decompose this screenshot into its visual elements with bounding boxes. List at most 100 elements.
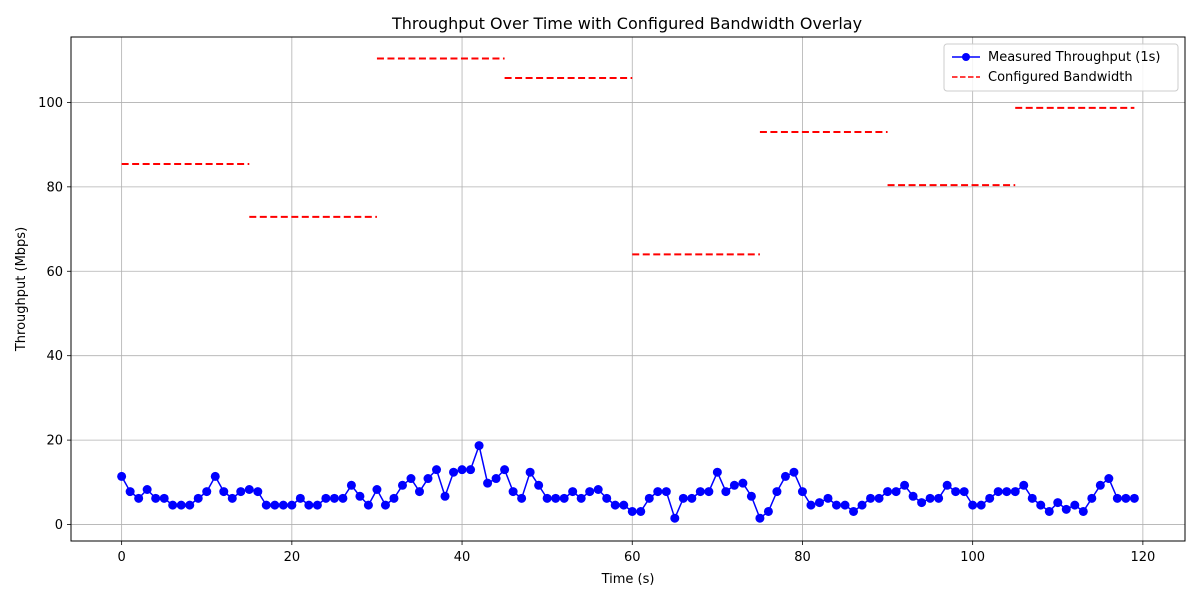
throughput-point xyxy=(117,471,127,481)
x-tick-label: 60 xyxy=(624,550,641,565)
throughput-point xyxy=(755,513,765,523)
throughput-point xyxy=(551,493,561,503)
x-tick-label: 20 xyxy=(284,550,301,565)
throughput-point xyxy=(780,471,790,481)
throughput-point xyxy=(576,493,586,503)
throughput-point xyxy=(942,480,952,490)
throughput-point xyxy=(474,441,484,451)
throughput-point xyxy=(483,478,493,488)
throughput-point xyxy=(1095,480,1105,490)
throughput-point xyxy=(202,487,212,497)
throughput-point xyxy=(849,506,859,516)
throughput-point xyxy=(1112,493,1122,503)
x-tick-label: 80 xyxy=(794,550,811,565)
throughput-point xyxy=(951,487,961,497)
throughput-point xyxy=(1104,474,1114,484)
throughput-point xyxy=(414,487,424,497)
plot-frame xyxy=(70,36,1186,542)
throughput-point xyxy=(432,465,442,475)
x-tick-label: 120 xyxy=(1130,550,1155,565)
throughput-point xyxy=(1070,500,1080,510)
throughput-point xyxy=(823,493,833,503)
throughput-point xyxy=(866,493,876,503)
throughput-point xyxy=(329,493,339,503)
x-axis-title: Time (s) xyxy=(601,572,655,587)
throughput-point xyxy=(159,493,169,503)
configured-bandwidth-series xyxy=(121,57,1135,256)
throughput-point xyxy=(738,478,748,488)
throughput-point xyxy=(644,493,654,503)
throughput-point xyxy=(891,487,901,497)
throughput-point xyxy=(976,500,986,510)
throughput-point xyxy=(585,487,595,497)
throughput-point xyxy=(372,485,382,495)
throughput-point xyxy=(423,474,433,484)
throughput-point xyxy=(695,487,705,497)
throughput-point xyxy=(500,465,510,475)
throughput-point xyxy=(397,480,407,490)
throughput-point xyxy=(338,493,348,503)
throughput-point xyxy=(670,513,680,523)
throughput-point xyxy=(1010,487,1020,497)
throughput-point xyxy=(721,487,731,497)
throughput-point xyxy=(900,480,910,490)
throughput-point xyxy=(1078,506,1088,516)
throughput-point xyxy=(1044,506,1054,516)
throughput-point xyxy=(627,506,637,516)
throughput-point xyxy=(1002,487,1012,497)
throughput-point xyxy=(321,493,331,503)
throughput-point xyxy=(661,487,671,497)
throughput-point xyxy=(287,500,297,510)
throughput-point xyxy=(270,500,280,510)
throughput-point xyxy=(687,493,697,503)
throughput-point xyxy=(1027,493,1037,503)
throughput-point xyxy=(449,467,459,477)
throughput-point xyxy=(1036,500,1046,510)
throughput-point xyxy=(210,471,220,481)
throughput-point xyxy=(261,500,271,510)
throughput-point xyxy=(517,493,527,503)
throughput-point xyxy=(389,493,399,503)
throughput-point xyxy=(959,487,969,497)
throughput-point xyxy=(917,498,927,508)
throughput-point xyxy=(678,493,688,503)
throughput-point xyxy=(542,493,552,503)
throughput-point xyxy=(559,493,569,503)
y-tick-label: 0 xyxy=(55,518,63,533)
throughput-point xyxy=(568,487,578,497)
throughput-point xyxy=(134,493,144,503)
throughput-point xyxy=(491,474,501,484)
throughput-point xyxy=(219,487,229,497)
throughput-point xyxy=(746,491,756,501)
legend: Measured Throughput (1s) Configured Band… xyxy=(943,43,1179,92)
y-axis: 0 20 40 60 80 100 xyxy=(38,96,71,533)
throughput-point xyxy=(789,467,799,477)
throughput-point xyxy=(125,487,135,497)
throughput-point xyxy=(508,487,518,497)
throughput-point xyxy=(712,467,722,477)
throughput-point xyxy=(908,491,918,501)
throughput-point xyxy=(236,487,246,497)
y-tick-label: 80 xyxy=(46,180,63,195)
y-axis-title: Throughput (Mbps) xyxy=(14,227,29,352)
throughput-point xyxy=(610,500,620,510)
legend-throughput-marker xyxy=(962,53,970,61)
throughput-point xyxy=(883,487,893,497)
y-tick-label: 60 xyxy=(46,265,63,280)
throughput-point xyxy=(1061,504,1071,514)
throughput-point xyxy=(619,500,629,510)
throughput-point xyxy=(1053,498,1063,508)
throughput-point xyxy=(142,485,152,495)
throughput-point xyxy=(168,500,178,510)
throughput-point xyxy=(857,500,867,510)
throughput-point xyxy=(176,500,186,510)
x-axis: 0 20 40 60 80 100 120 xyxy=(117,541,1155,565)
throughput-point xyxy=(193,493,203,503)
throughput-point xyxy=(346,480,356,490)
throughput-point xyxy=(466,465,476,475)
throughput-point xyxy=(151,493,161,503)
legend-bandwidth-label: Configured Bandwidth xyxy=(988,70,1133,85)
throughput-point xyxy=(1129,493,1139,503)
throughput-point xyxy=(729,480,739,490)
y-tick-label: 100 xyxy=(38,96,63,111)
